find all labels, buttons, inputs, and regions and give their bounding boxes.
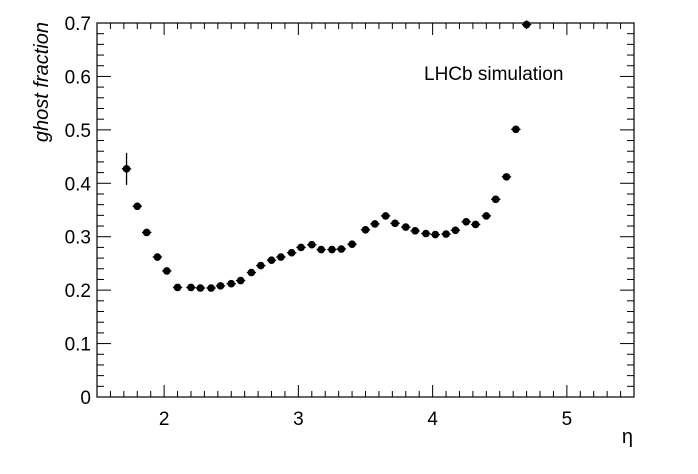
- data-point: [461, 217, 471, 226]
- x-axis-title: η: [622, 426, 633, 448]
- data-marker: [401, 223, 410, 231]
- x-tick-label: 2: [159, 409, 170, 430]
- data-point: [370, 220, 380, 228]
- data-point: [186, 283, 196, 292]
- data-marker: [173, 283, 182, 292]
- data-point: [390, 219, 400, 228]
- data-point: [162, 267, 172, 275]
- data-point: [501, 173, 512, 181]
- data-marker: [122, 165, 131, 173]
- data-marker: [502, 173, 511, 181]
- data-marker: [142, 228, 151, 237]
- data-point: [132, 202, 142, 211]
- data-point: [246, 268, 257, 277]
- data-point: [470, 220, 481, 229]
- data-point: [360, 225, 371, 234]
- data-marker: [308, 240, 316, 249]
- data-point: [195, 284, 206, 292]
- y-tick-label: 0: [80, 388, 91, 409]
- data-marker: [163, 267, 171, 275]
- data-marker: [348, 240, 356, 248]
- data-points: [121, 20, 532, 292]
- y-axis-title: ghost fraction: [31, 22, 53, 142]
- data-marker: [512, 125, 520, 134]
- data-point: [401, 223, 411, 231]
- data-point: [141, 228, 152, 237]
- data-marker: [267, 256, 276, 265]
- y-tick-label: 0.2: [65, 281, 91, 302]
- data-point: [336, 245, 347, 253]
- chart-annotation: LHCb simulation: [424, 64, 563, 85]
- y-tick-label: 0.5: [65, 121, 91, 142]
- data-marker: [196, 284, 205, 292]
- data-marker: [442, 230, 450, 238]
- data-marker: [482, 212, 491, 220]
- data-marker: [297, 243, 305, 252]
- data-marker: [361, 225, 370, 234]
- data-marker: [411, 227, 419, 235]
- data-marker: [422, 229, 430, 238]
- data-point: [121, 152, 132, 185]
- data-point: [410, 227, 420, 235]
- x-tick-label: 5: [562, 409, 573, 430]
- data-marker: [381, 212, 390, 220]
- data-point: [421, 229, 431, 238]
- data-marker: [391, 219, 399, 228]
- data-point: [491, 195, 501, 204]
- data-marker: [451, 226, 460, 235]
- data-point: [521, 20, 532, 29]
- data-marker: [462, 217, 470, 226]
- data-point: [450, 226, 461, 235]
- data-point: [266, 256, 277, 265]
- data-marker: [471, 220, 480, 229]
- y-tick-label: 0.6: [65, 67, 91, 88]
- y-tick-label: 0.3: [65, 228, 91, 249]
- data-point: [441, 230, 451, 238]
- data-marker: [236, 276, 245, 285]
- data-marker: [337, 245, 346, 253]
- data-point: [347, 240, 357, 248]
- data-point: [286, 248, 297, 257]
- data-marker: [431, 230, 440, 239]
- data-point: [481, 212, 492, 220]
- data-point: [307, 240, 317, 249]
- data-marker: [153, 253, 162, 261]
- data-point: [511, 125, 521, 134]
- data-marker: [133, 202, 142, 211]
- x-tick-label: 3: [293, 409, 304, 430]
- y-tick-label: 0.1: [65, 335, 91, 356]
- data-marker: [216, 282, 225, 290]
- data-point: [215, 282, 226, 290]
- data-marker: [371, 220, 379, 228]
- data-point: [327, 245, 337, 254]
- data-marker: [317, 245, 325, 254]
- data-marker: [256, 261, 265, 270]
- data-marker: [247, 268, 256, 277]
- data-marker: [491, 195, 500, 204]
- data-point: [206, 284, 216, 292]
- data-marker: [328, 245, 336, 254]
- data-marker: [187, 283, 195, 292]
- axis-ticks: [96, 22, 635, 398]
- data-point: [152, 253, 163, 261]
- x-tick-label: 4: [427, 409, 438, 430]
- data-marker: [207, 284, 215, 292]
- data-point: [380, 212, 391, 220]
- data-point: [316, 245, 326, 254]
- data-point: [256, 261, 266, 270]
- data-point: [276, 253, 286, 261]
- data-marker: [522, 20, 531, 29]
- tick-labels: 2 3 4 5 0 0.1 0.2 0.3 0.4 0.5 0.6 0.7: [65, 14, 573, 430]
- data-point: [172, 283, 183, 292]
- data-point: [430, 230, 441, 239]
- data-marker: [287, 248, 296, 257]
- data-point: [226, 279, 236, 288]
- data-point: [235, 276, 246, 285]
- data-marker: [277, 253, 285, 261]
- y-tick-label: 0.7: [65, 14, 91, 35]
- data-marker: [227, 279, 236, 288]
- y-tick-label: 0.4: [65, 174, 92, 195]
- data-point: [296, 243, 306, 252]
